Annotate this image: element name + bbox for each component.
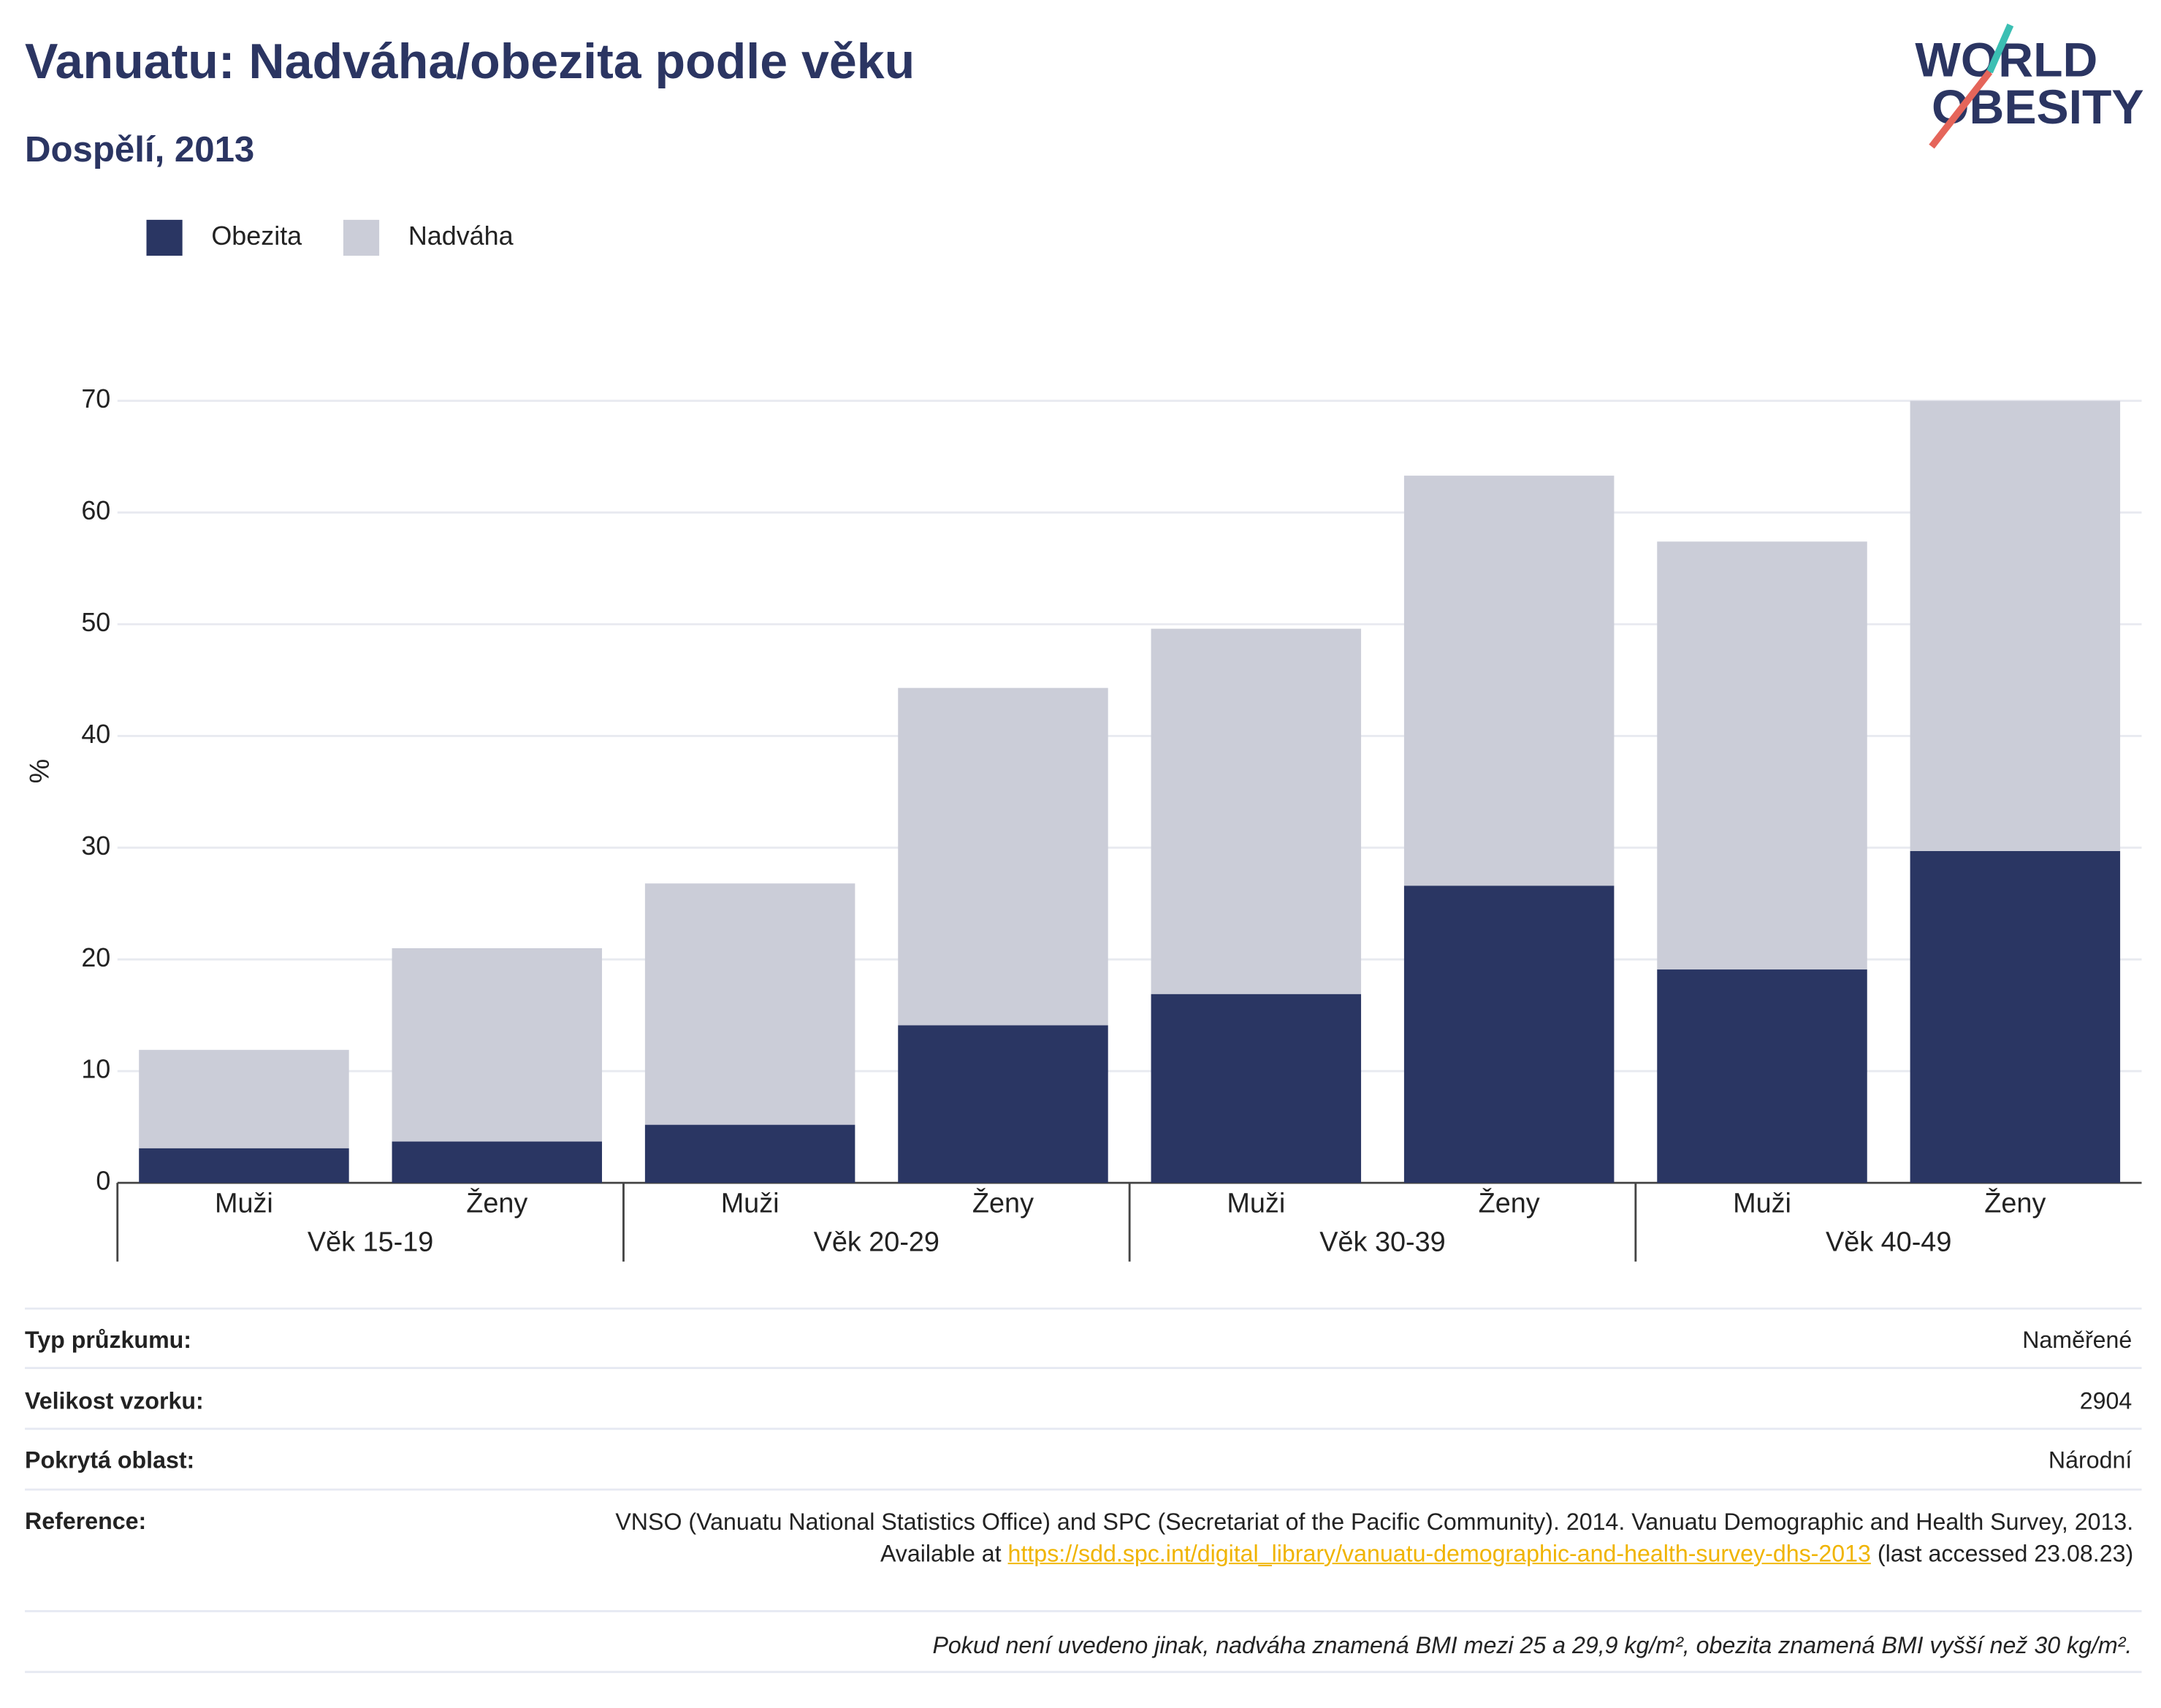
info-value: Naměřené xyxy=(2022,1327,2132,1353)
info-label: Velikost vzorku: xyxy=(25,1387,204,1414)
bar-segment xyxy=(898,687,1108,1026)
x-tick-label: Muži xyxy=(721,1188,780,1219)
bar-segment xyxy=(139,1148,349,1183)
y-tick-label: 20 xyxy=(81,942,110,972)
bar-segment xyxy=(898,1025,1108,1183)
bar-segment xyxy=(644,1124,855,1183)
y-tick-label: 60 xyxy=(81,495,110,525)
chart-subtitle: Dospělí, 2013 xyxy=(25,129,254,169)
bar-segment xyxy=(392,1141,603,1183)
y-tick-label: 10 xyxy=(81,1054,110,1084)
logo-text: OBESITY xyxy=(1932,80,2144,134)
logo-slash xyxy=(1986,23,2014,74)
y-tick-label: 0 xyxy=(96,1166,110,1196)
reference-link[interactable]: https://sdd.spc.int/digital_library/vanu… xyxy=(1007,1540,1871,1567)
reference-text: VNSO (Vanuatu National Statistics Office… xyxy=(608,1506,2133,1570)
x-tick-label: Ženy xyxy=(1984,1188,2046,1219)
info-label: Typ průzkumu: xyxy=(25,1327,191,1353)
y-tick-label: 70 xyxy=(81,384,110,413)
x-tick-label: Ženy xyxy=(466,1188,527,1219)
y-axis-label: % xyxy=(25,759,56,784)
info-value: 2904 xyxy=(2080,1387,2133,1414)
x-tick-label: Ženy xyxy=(972,1188,1034,1219)
bar-segment xyxy=(644,883,855,1125)
bar-segment xyxy=(1403,885,1615,1183)
x-tick-label: Muži xyxy=(1227,1188,1285,1219)
reference-after: (last accessed 23.08.23) xyxy=(1877,1540,2134,1567)
bar-segment xyxy=(1910,400,2121,851)
x-tick-label: Muži xyxy=(1733,1188,1791,1219)
legend-label: Obezita xyxy=(211,221,302,251)
footnote: Pokud není uvedeno jinak, nadváha znamen… xyxy=(932,1632,2132,1658)
logo-slash xyxy=(1929,69,1993,149)
legend-label: Nadváha xyxy=(408,221,514,251)
x-tick-label: Muži xyxy=(215,1188,273,1219)
legend-swatch xyxy=(343,219,380,256)
y-tick-label: 30 xyxy=(81,831,110,861)
bar-segment xyxy=(1910,850,2121,1183)
y-tick-label: 40 xyxy=(81,719,110,749)
group-label: Věk 40-49 xyxy=(1826,1227,1951,1257)
bar-segment xyxy=(139,1050,349,1148)
y-tick-label: 50 xyxy=(81,607,110,637)
bar-segment xyxy=(1403,476,1615,886)
bar-segment xyxy=(1657,541,1867,970)
chart-title: Vanuatu: Nadváha/obezita podle věku xyxy=(25,34,915,89)
group-label: Věk 20-29 xyxy=(814,1227,940,1257)
bar-segment xyxy=(1151,628,1362,994)
group-label: Věk 30-39 xyxy=(1319,1227,1445,1257)
bar-segment xyxy=(1657,969,1867,1183)
group-label: Věk 15-19 xyxy=(308,1227,433,1257)
table-lines xyxy=(25,1307,2142,1674)
info-value: Národní xyxy=(2048,1447,2132,1473)
reference-body: VNSO (Vanuatu National Statistics Office… xyxy=(615,1509,2134,1567)
bar-segment xyxy=(1151,994,1362,1183)
info-label: Pokrytá oblast: xyxy=(25,1447,194,1473)
x-tick-label: Ženy xyxy=(1479,1188,1540,1219)
legend-swatch xyxy=(146,219,183,256)
info-label: Reference: xyxy=(25,1508,146,1534)
reference: VNSO (Vanuatu National Statistics Office… xyxy=(608,1506,2133,1570)
bar-segment xyxy=(392,948,603,1142)
